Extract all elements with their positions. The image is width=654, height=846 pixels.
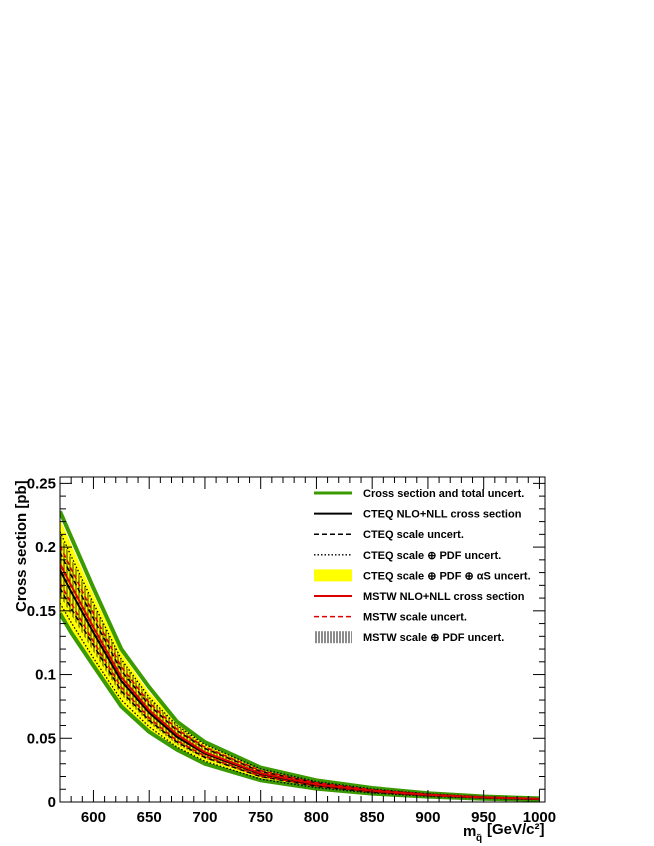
y-tick-label: 0.15 [27, 603, 56, 620]
y-tick-label: 0.1 [35, 667, 56, 684]
legend-item: MSTW scale ⊕ PDF uncert. [314, 631, 504, 644]
legend: Cross section and total uncert. CTEQ NLO+… [314, 488, 531, 644]
x-tick-label: 750 [248, 809, 273, 826]
x-tick-label: 700 [192, 809, 217, 826]
x-axis-label-main: m [463, 823, 476, 840]
plot-frame [59, 476, 546, 803]
legend-label: MSTW scale ⊕ PDF uncert. [363, 632, 504, 644]
legend-label: CTEQ scale uncert. [363, 529, 464, 541]
legend-label: MSTW NLO+NLL cross section [363, 591, 525, 603]
x-tick-label: 950 [471, 809, 496, 826]
cteq-scale-upper-line [60, 551, 540, 800]
x-tick-label: 650 [137, 809, 162, 826]
y-tick-label: 0.25 [27, 475, 56, 492]
cteq-scale-lower-line [60, 587, 540, 801]
legend-label: CTEQ NLO+NLL cross section [363, 509, 522, 521]
y-axis-label: Cross section [pb] [13, 480, 30, 612]
legend-label: Cross section and total uncert. [363, 488, 524, 500]
x-tick-label: 900 [415, 809, 440, 826]
x-axis-label-unit: [GeV/c²] [487, 821, 545, 838]
legend-label: CTEQ scale ⊕ PDF ⊕ αS uncert. [363, 570, 531, 582]
x-axis-label-subscript: q̃ [476, 833, 482, 844]
legend-item: CTEQ scale ⊕ PDF uncert. [314, 550, 501, 562]
legend-item: CTEQ scale ⊕ PDF ⊕ αS uncert. [314, 569, 531, 582]
legend-item: MSTW NLO+NLL cross section [314, 591, 525, 603]
legend-item: CTEQ NLO+NLL cross section [314, 509, 522, 521]
legend-label: CTEQ scale ⊕ PDF uncert. [363, 550, 501, 562]
x-tick-label: 600 [81, 809, 106, 826]
legend-symbol-hatch-band [314, 631, 352, 644]
x-tick-label: 1000 [523, 809, 556, 826]
axes: 600 650 700 750 800 850 900 950 1000 0 0.05 0.1 0.15… [27, 475, 556, 826]
x-tick-label: 800 [304, 809, 329, 826]
legend-label: MSTW scale uncert. [363, 612, 467, 624]
y-tick-label: 0.2 [35, 539, 56, 556]
y-tick-label: 0 [48, 794, 56, 811]
legend-item: CTEQ scale uncert. [314, 529, 464, 541]
legend-item: Cross section and total uncert. [314, 488, 524, 500]
legend-symbol-yellow-band [314, 569, 352, 582]
y-tick-label: 0.05 [27, 730, 56, 747]
x-tick-label: 850 [360, 809, 385, 826]
legend-item: MSTW scale uncert. [314, 612, 467, 624]
x-axis-label: m q̃ [GeV/c²] [463, 821, 545, 844]
